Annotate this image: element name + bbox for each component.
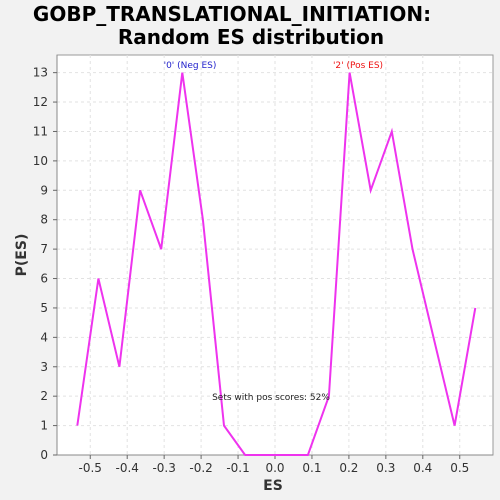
x-tick-label: 0.3 — [376, 461, 395, 475]
x-tick-label: 0.4 — [413, 461, 432, 475]
x-tick-label: 0.1 — [302, 461, 321, 475]
series-line — [76, 72, 477, 456]
x-axis-label: ES — [263, 478, 283, 494]
x-tick-label: -0.2 — [189, 461, 212, 475]
y-tick-label: 8 — [40, 213, 48, 227]
pos-es-label: '2' (Pos ES) — [333, 61, 383, 71]
chart-title-line2: Random ES distribution — [118, 25, 384, 49]
y-tick-label: 5 — [40, 301, 48, 315]
grid — [57, 55, 493, 456]
x-tick-label: -0.5 — [79, 461, 102, 475]
y-tick-label: 11 — [33, 124, 48, 138]
chart-title-line1: GOBP_TRANSLATIONAL_INITIATION: — [33, 2, 431, 26]
y-tick-label: 0 — [40, 448, 48, 462]
y-tick-label: 2 — [40, 389, 48, 403]
y-tick-label: 4 — [40, 330, 48, 344]
series — [76, 72, 477, 456]
x-tick-label: 0.0 — [265, 461, 284, 475]
x-tick-label: 0.2 — [339, 461, 358, 475]
y-tick-label: 13 — [33, 66, 48, 80]
y-tick-label: 10 — [33, 154, 48, 168]
x-tick-label: -0.1 — [226, 461, 249, 475]
y-tick-label: 7 — [40, 242, 48, 256]
x-tick-label: 0.5 — [450, 461, 469, 475]
y-tick-label: 12 — [33, 95, 48, 109]
x-tick-label: -0.4 — [115, 461, 138, 475]
y-tick-label: 3 — [40, 360, 48, 374]
x-tick-label: -0.3 — [152, 461, 175, 475]
x-ticks: -0.5 -0.4 -0.3 -0.2 -0.1 0.0 0.1 0.2 0.3 0.4 0.5 — [79, 455, 469, 475]
neg-es-label: '0' (Neg ES) — [164, 61, 217, 71]
y-tick-label: 6 — [40, 272, 48, 286]
y-tick-label: 1 — [40, 419, 48, 433]
y-tick-label: 9 — [40, 183, 48, 197]
sets-pos-scores-label: Sets with pos scores: 52% — [212, 393, 330, 403]
y-axis-label: P(ES) — [14, 234, 30, 277]
